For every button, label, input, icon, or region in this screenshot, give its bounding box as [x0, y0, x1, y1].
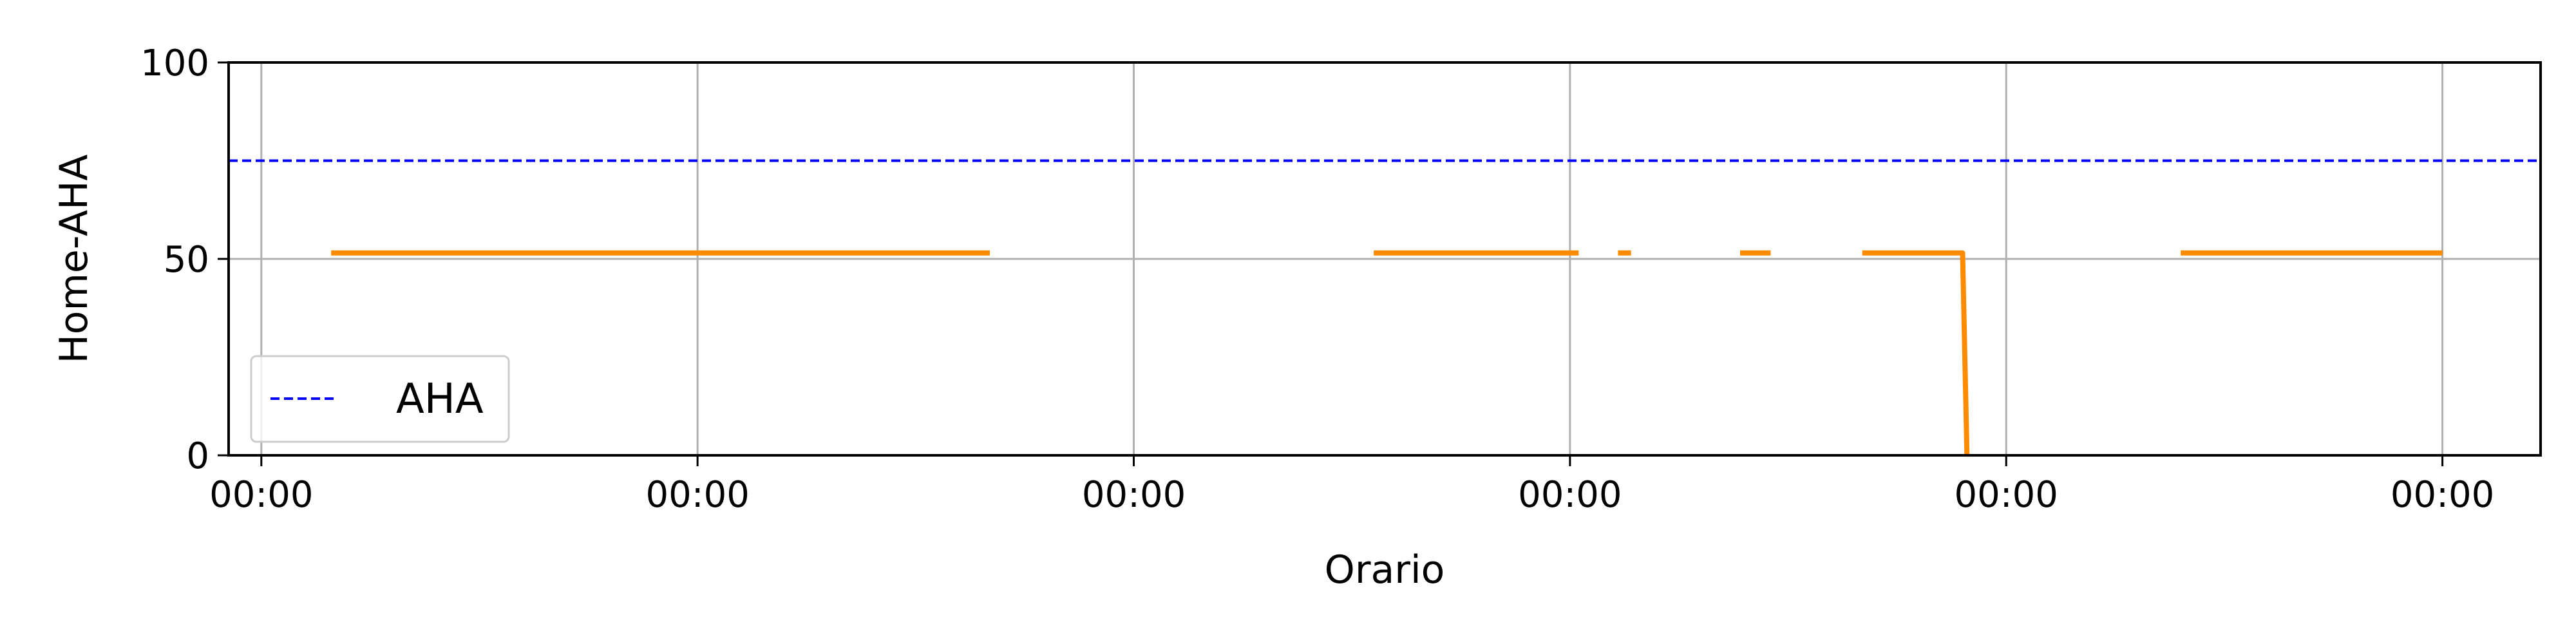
data-layer: [229, 159, 2541, 456]
y-tick-label-1: 50: [164, 239, 209, 281]
y-axis-label: Home-AHA: [52, 155, 97, 364]
x-tick-label-0: 00:00: [209, 474, 313, 516]
x-tick-label-3: 00:00: [1518, 474, 1622, 516]
legend-label-aha: AHA: [396, 375, 484, 423]
series-line-series-1-segment-4: [1862, 250, 1970, 456]
x-axis-label: Orario: [1325, 547, 1445, 592]
grid-layer: [229, 61, 2541, 457]
x-tick-label-2: 00:00: [1082, 474, 1186, 516]
legend: AHA: [250, 355, 510, 443]
x-tick-label-5: 00:00: [2391, 474, 2494, 516]
x-tick-label-4: 00:00: [1955, 474, 2058, 516]
y-tick-label-2: 100: [140, 43, 209, 84]
legend-box: [250, 355, 510, 443]
y-tick-label-0: 0: [186, 435, 209, 477]
x-tick-label-1: 00:00: [645, 474, 749, 516]
